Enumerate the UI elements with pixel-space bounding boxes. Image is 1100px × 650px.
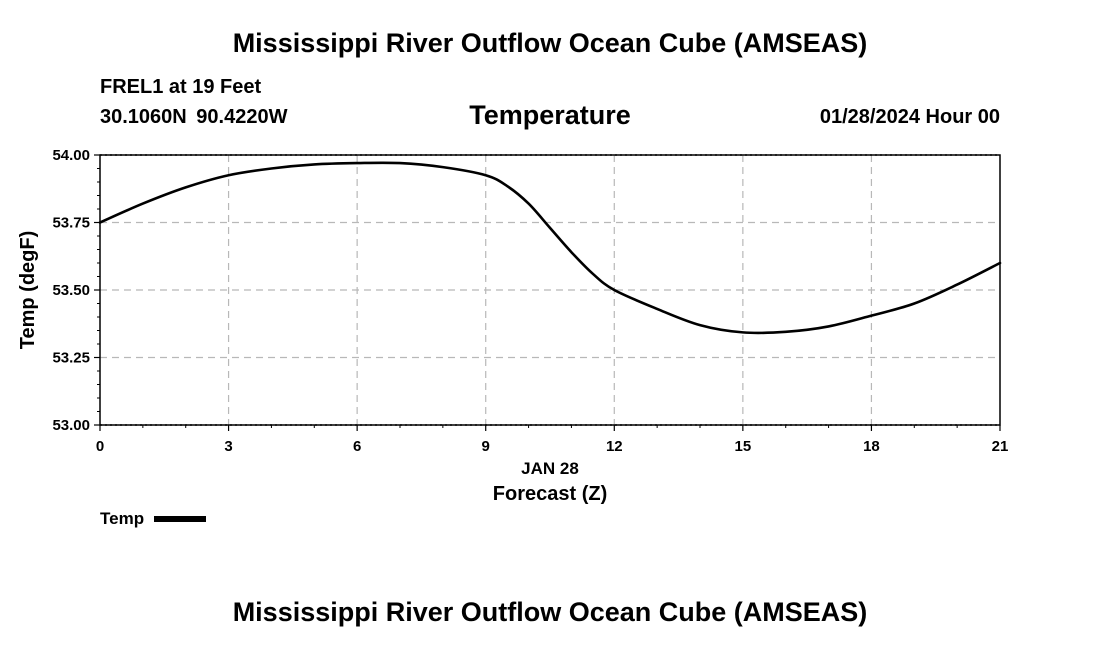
legend: Temp xyxy=(100,509,207,529)
coordinates-label: 30.1060N 90.4220W xyxy=(100,106,288,128)
legend-label: Temp xyxy=(100,509,145,528)
bottom-title: Mississippi River Outflow Ocean Cube (AM… xyxy=(232,597,868,627)
x-tick-label: 6 xyxy=(353,438,361,455)
station-label: FREL1 at 19 Feet xyxy=(100,76,262,98)
x-tick-label: 9 xyxy=(482,438,490,455)
series-layer xyxy=(98,161,1002,335)
main-title: Mississippi River Outflow Ocean Cube (AM… xyxy=(232,28,868,58)
y-axis-label: Temp (degF) xyxy=(17,231,39,350)
y-tick-label: 53.00 xyxy=(52,417,90,434)
y-tick-label: 53.50 xyxy=(52,282,90,299)
y-tick-label: 54.00 xyxy=(52,147,90,164)
y-tick-label: 53.25 xyxy=(52,350,90,367)
x-tick-label: 18 xyxy=(863,438,880,455)
datetime-label: 01/28/2024 Hour 00 xyxy=(819,106,1000,128)
chart-title: Temperature xyxy=(469,100,631,130)
y-tick-label: 53.75 xyxy=(52,215,90,232)
x-axis-date-label: JAN 28 xyxy=(521,459,579,478)
x-tick-label: 21 xyxy=(992,438,1009,455)
x-axis-label: Forecast (Z) xyxy=(493,483,607,505)
x-tick-label: 12 xyxy=(606,438,623,455)
x-tick-label: 0 xyxy=(96,438,104,455)
tick-labels: 0 3 6 9 12 15 18 21 53.00 53.25 53.50 53.75 54.00 xyxy=(52,147,1008,455)
series-line-temp xyxy=(98,161,1002,335)
legend-line-swatch xyxy=(154,516,207,522)
plot-frame xyxy=(99,154,1001,426)
grid-lines xyxy=(100,154,1000,426)
x-tick-label: 3 xyxy=(224,438,232,455)
x-tick-label: 15 xyxy=(735,438,752,455)
axis-ticks xyxy=(94,154,1001,431)
